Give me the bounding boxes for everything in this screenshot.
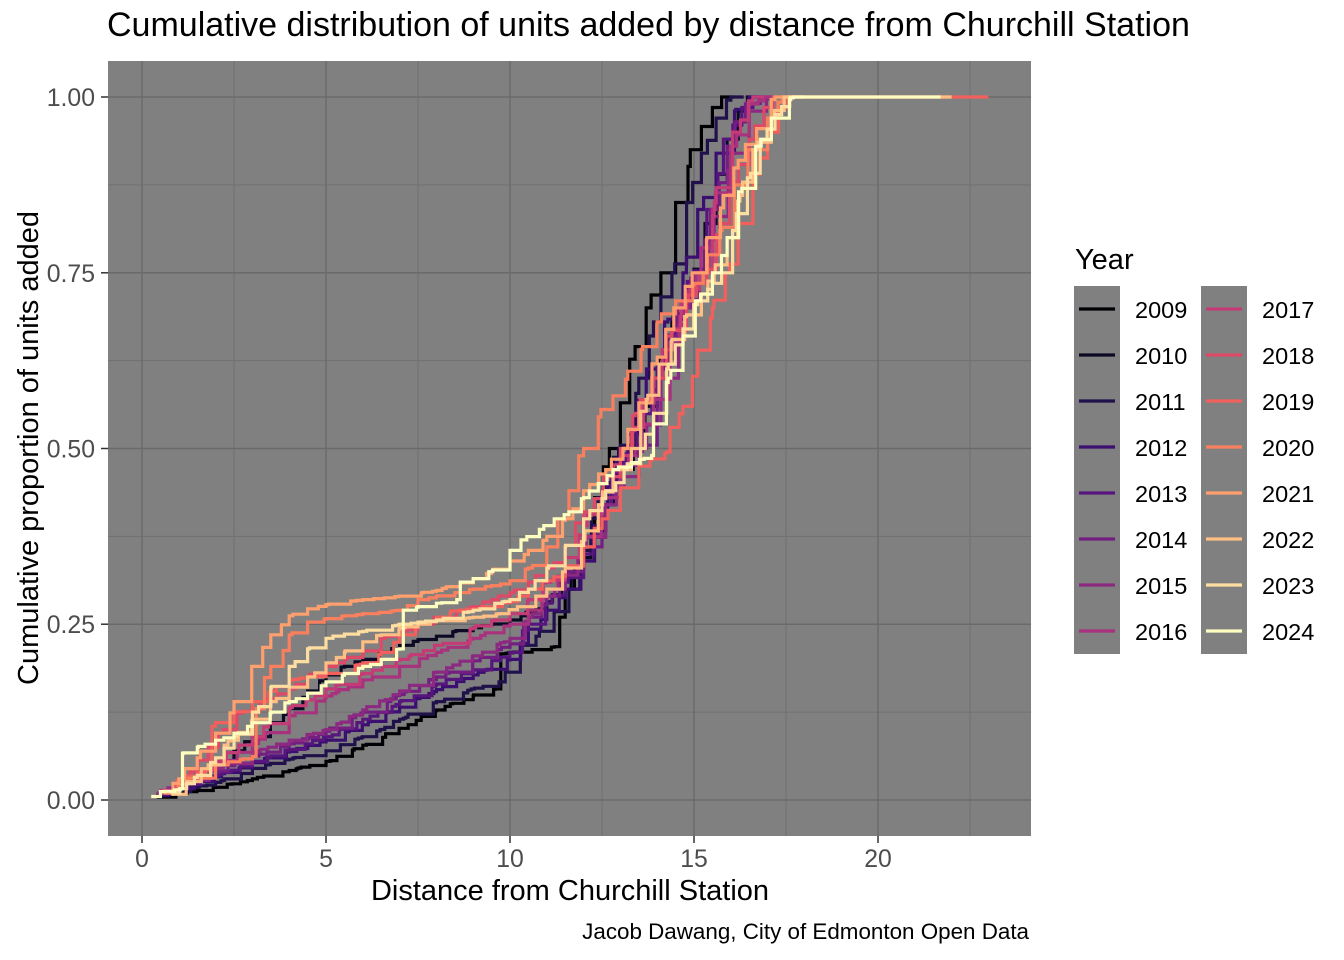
svg-text:0.50: 0.50 — [47, 437, 95, 464]
svg-text:0.25: 0.25 — [47, 612, 95, 639]
svg-text:0.75: 0.75 — [47, 261, 95, 288]
svg-text:0: 0 — [135, 846, 149, 873]
svg-text:2018: 2018 — [1262, 343, 1314, 369]
svg-text:15: 15 — [680, 846, 708, 873]
svg-text:2022: 2022 — [1262, 527, 1314, 553]
svg-text:Distance from Churchill Statio: Distance from Churchill Station — [371, 875, 769, 907]
svg-text:Year: Year — [1075, 244, 1134, 276]
svg-text:Cumulative proportion of units: Cumulative proportion of units added — [13, 211, 45, 685]
svg-text:2012: 2012 — [1135, 435, 1187, 461]
svg-text:2023: 2023 — [1262, 573, 1314, 599]
svg-text:2011: 2011 — [1135, 389, 1186, 415]
svg-text:0.00: 0.00 — [47, 788, 95, 815]
svg-text:2010: 2010 — [1135, 343, 1187, 369]
svg-text:2014: 2014 — [1135, 527, 1187, 553]
svg-text:2017: 2017 — [1262, 297, 1314, 323]
svg-text:Cumulative distribution of uni: Cumulative distribution of units added b… — [107, 6, 1190, 44]
svg-text:2009: 2009 — [1135, 297, 1187, 323]
svg-text:2013: 2013 — [1135, 481, 1187, 507]
svg-text:2019: 2019 — [1262, 389, 1314, 415]
svg-text:2016: 2016 — [1135, 619, 1187, 645]
svg-text:5: 5 — [319, 846, 333, 873]
svg-text:10: 10 — [496, 846, 524, 873]
svg-text:2015: 2015 — [1135, 573, 1187, 599]
svg-text:20: 20 — [864, 846, 892, 873]
svg-text:2024: 2024 — [1262, 619, 1314, 645]
svg-text:2020: 2020 — [1262, 435, 1314, 461]
svg-text:Jacob Dawang, City of Edmonton: Jacob Dawang, City of Edmonton Open Data — [582, 919, 1029, 944]
svg-text:2021: 2021 — [1262, 481, 1314, 507]
svg-text:1.00: 1.00 — [47, 85, 95, 112]
